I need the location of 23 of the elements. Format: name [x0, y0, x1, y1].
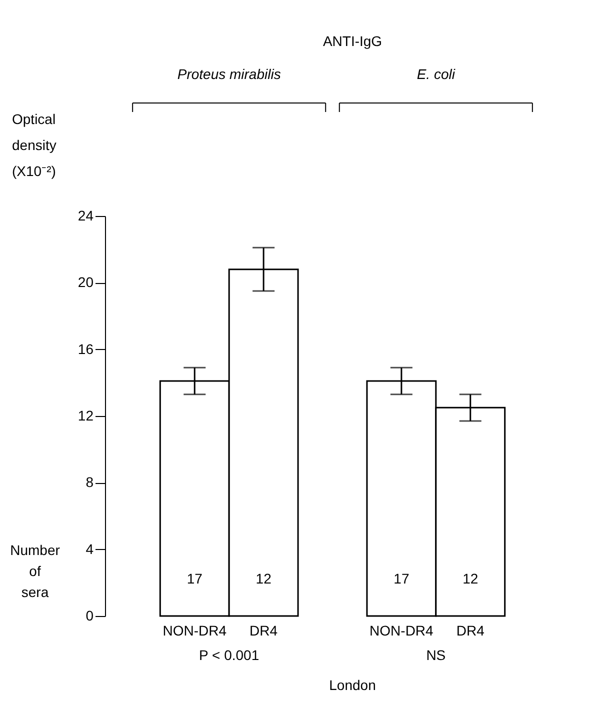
annotation: 12	[462, 570, 478, 586]
y-tick-label: 8	[86, 474, 94, 490]
text: E. coli	[416, 66, 456, 82]
y-tick-label: 12	[78, 408, 94, 424]
y-tick-label: 0	[86, 608, 94, 624]
x-tick-label: DR4	[250, 622, 278, 638]
text: P < 0.001	[199, 647, 260, 663]
y-tick-label: 16	[78, 340, 94, 357]
y-tick-label: 24	[78, 208, 94, 224]
y-tick-label: 4	[86, 540, 94, 557]
y-axis-title: Optical density (X10⁻²)	[12, 111, 56, 179]
annotation: 17	[394, 570, 410, 586]
annotation: 17	[186, 570, 203, 586]
x-tick-label: DR4	[456, 622, 485, 638]
chart-title: ANTI-IgG	[322, 33, 382, 49]
annotation: 12	[256, 570, 272, 586]
text: NS	[426, 647, 446, 663]
x-axis-title: London	[329, 677, 376, 693]
text: Number of sera	[10, 542, 60, 600]
text: Proteus mirabilis	[177, 66, 281, 82]
x-tick-label: NON-DR4	[162, 622, 227, 638]
x-tick-label: NON-DR4	[370, 622, 434, 638]
y-tick-label: 20	[78, 274, 94, 290]
